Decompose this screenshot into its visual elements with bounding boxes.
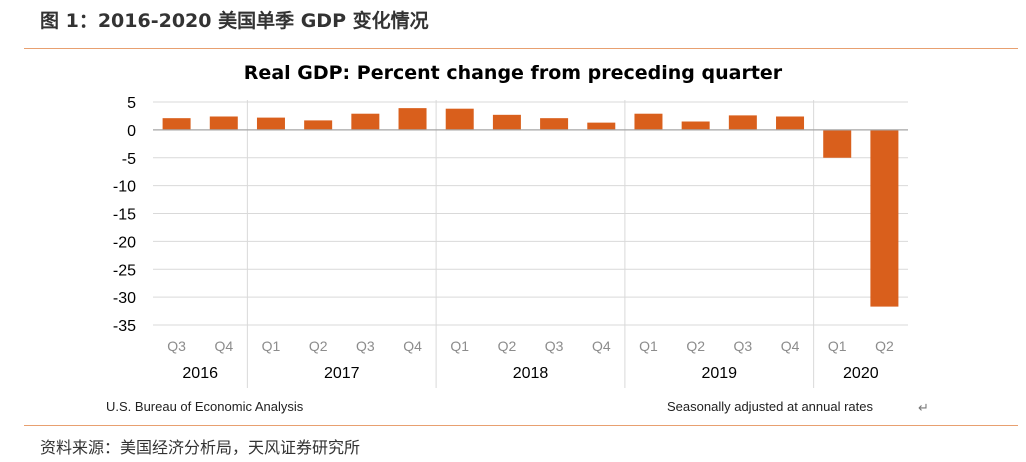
figure-caption: 图 1：2016-2020 美国单季 GDP 变化情况 [40,10,429,32]
y-tick-label: -25 [113,262,136,279]
x-tick-label: Q1 [828,338,847,354]
bar [634,113,663,130]
bar [776,116,805,130]
footnote-source: U.S. Bureau of Economic Analysis [106,399,304,414]
chart-title: Real GDP: Percent change from preceding … [244,62,783,84]
bar [209,116,238,130]
y-tick-label: -15 [113,207,136,224]
x-tick-label: Q3 [167,338,186,354]
y-tick-label: -20 [113,234,136,251]
x-tick-label: Q2 [309,338,328,354]
bar [728,115,757,130]
top-divider [24,48,1018,49]
bar [162,118,191,130]
x-tick-label: Q4 [592,338,611,354]
x-tick-label: Q4 [214,338,233,354]
bars [162,108,899,307]
y-tick-label: 0 [127,123,136,140]
year-label: 2016 [182,365,218,382]
y-axis-ticks: 5 0 -5 -10 -15 -20 -25 -30 -35 [113,95,136,335]
year-label: 2019 [701,365,737,382]
x-tick-label: Q3 [356,338,375,354]
bar [304,120,333,130]
bar [492,114,521,130]
y-tick-label: -5 [122,151,136,168]
x-tick-label: Q3 [545,338,564,354]
x-tick-label: Q1 [450,338,469,354]
bar [351,113,380,130]
x-tick-label: Q2 [875,338,894,354]
x-tick-label: Q1 [639,338,658,354]
return-mark: ↵ [918,400,929,415]
x-tick-label: Q2 [498,338,517,354]
bar [256,117,285,130]
year-label: 2020 [843,365,879,382]
y-tick-label: -35 [113,318,136,335]
bottom-divider [24,425,1018,426]
year-label: 2017 [324,365,360,382]
gridlines [153,101,908,326]
bar [587,122,616,130]
y-tick-label: -10 [113,179,136,196]
x-tick-label: Q3 [734,338,753,354]
year-label: 2018 [513,365,549,382]
source-note: 资料来源：美国经济分析局，天风证券研究所 [40,438,361,457]
year-labels: 2016 2017 2018 2019 2020 [182,365,878,382]
bar [445,108,474,130]
bar [681,121,710,130]
x-tick-label: Q4 [403,338,422,354]
y-tick-label: 5 [127,95,136,112]
x-tick-label: Q2 [686,338,705,354]
bar [823,129,852,158]
x-axis-ticks: Q3 Q4 Q1 Q2 Q3 Q4 Q1 Q2 Q3 Q4 Q1 Q2 Q3 Q4 Q1 Q2 [167,338,894,354]
x-tick-label: Q1 [262,338,281,354]
bar [398,108,427,130]
bar [540,118,569,130]
bar [870,129,899,307]
footnote-adjustment: Seasonally adjusted at annual rates [667,399,873,414]
y-tick-label: -30 [113,290,136,307]
x-tick-label: Q4 [781,338,800,354]
year-separators [246,100,815,388]
